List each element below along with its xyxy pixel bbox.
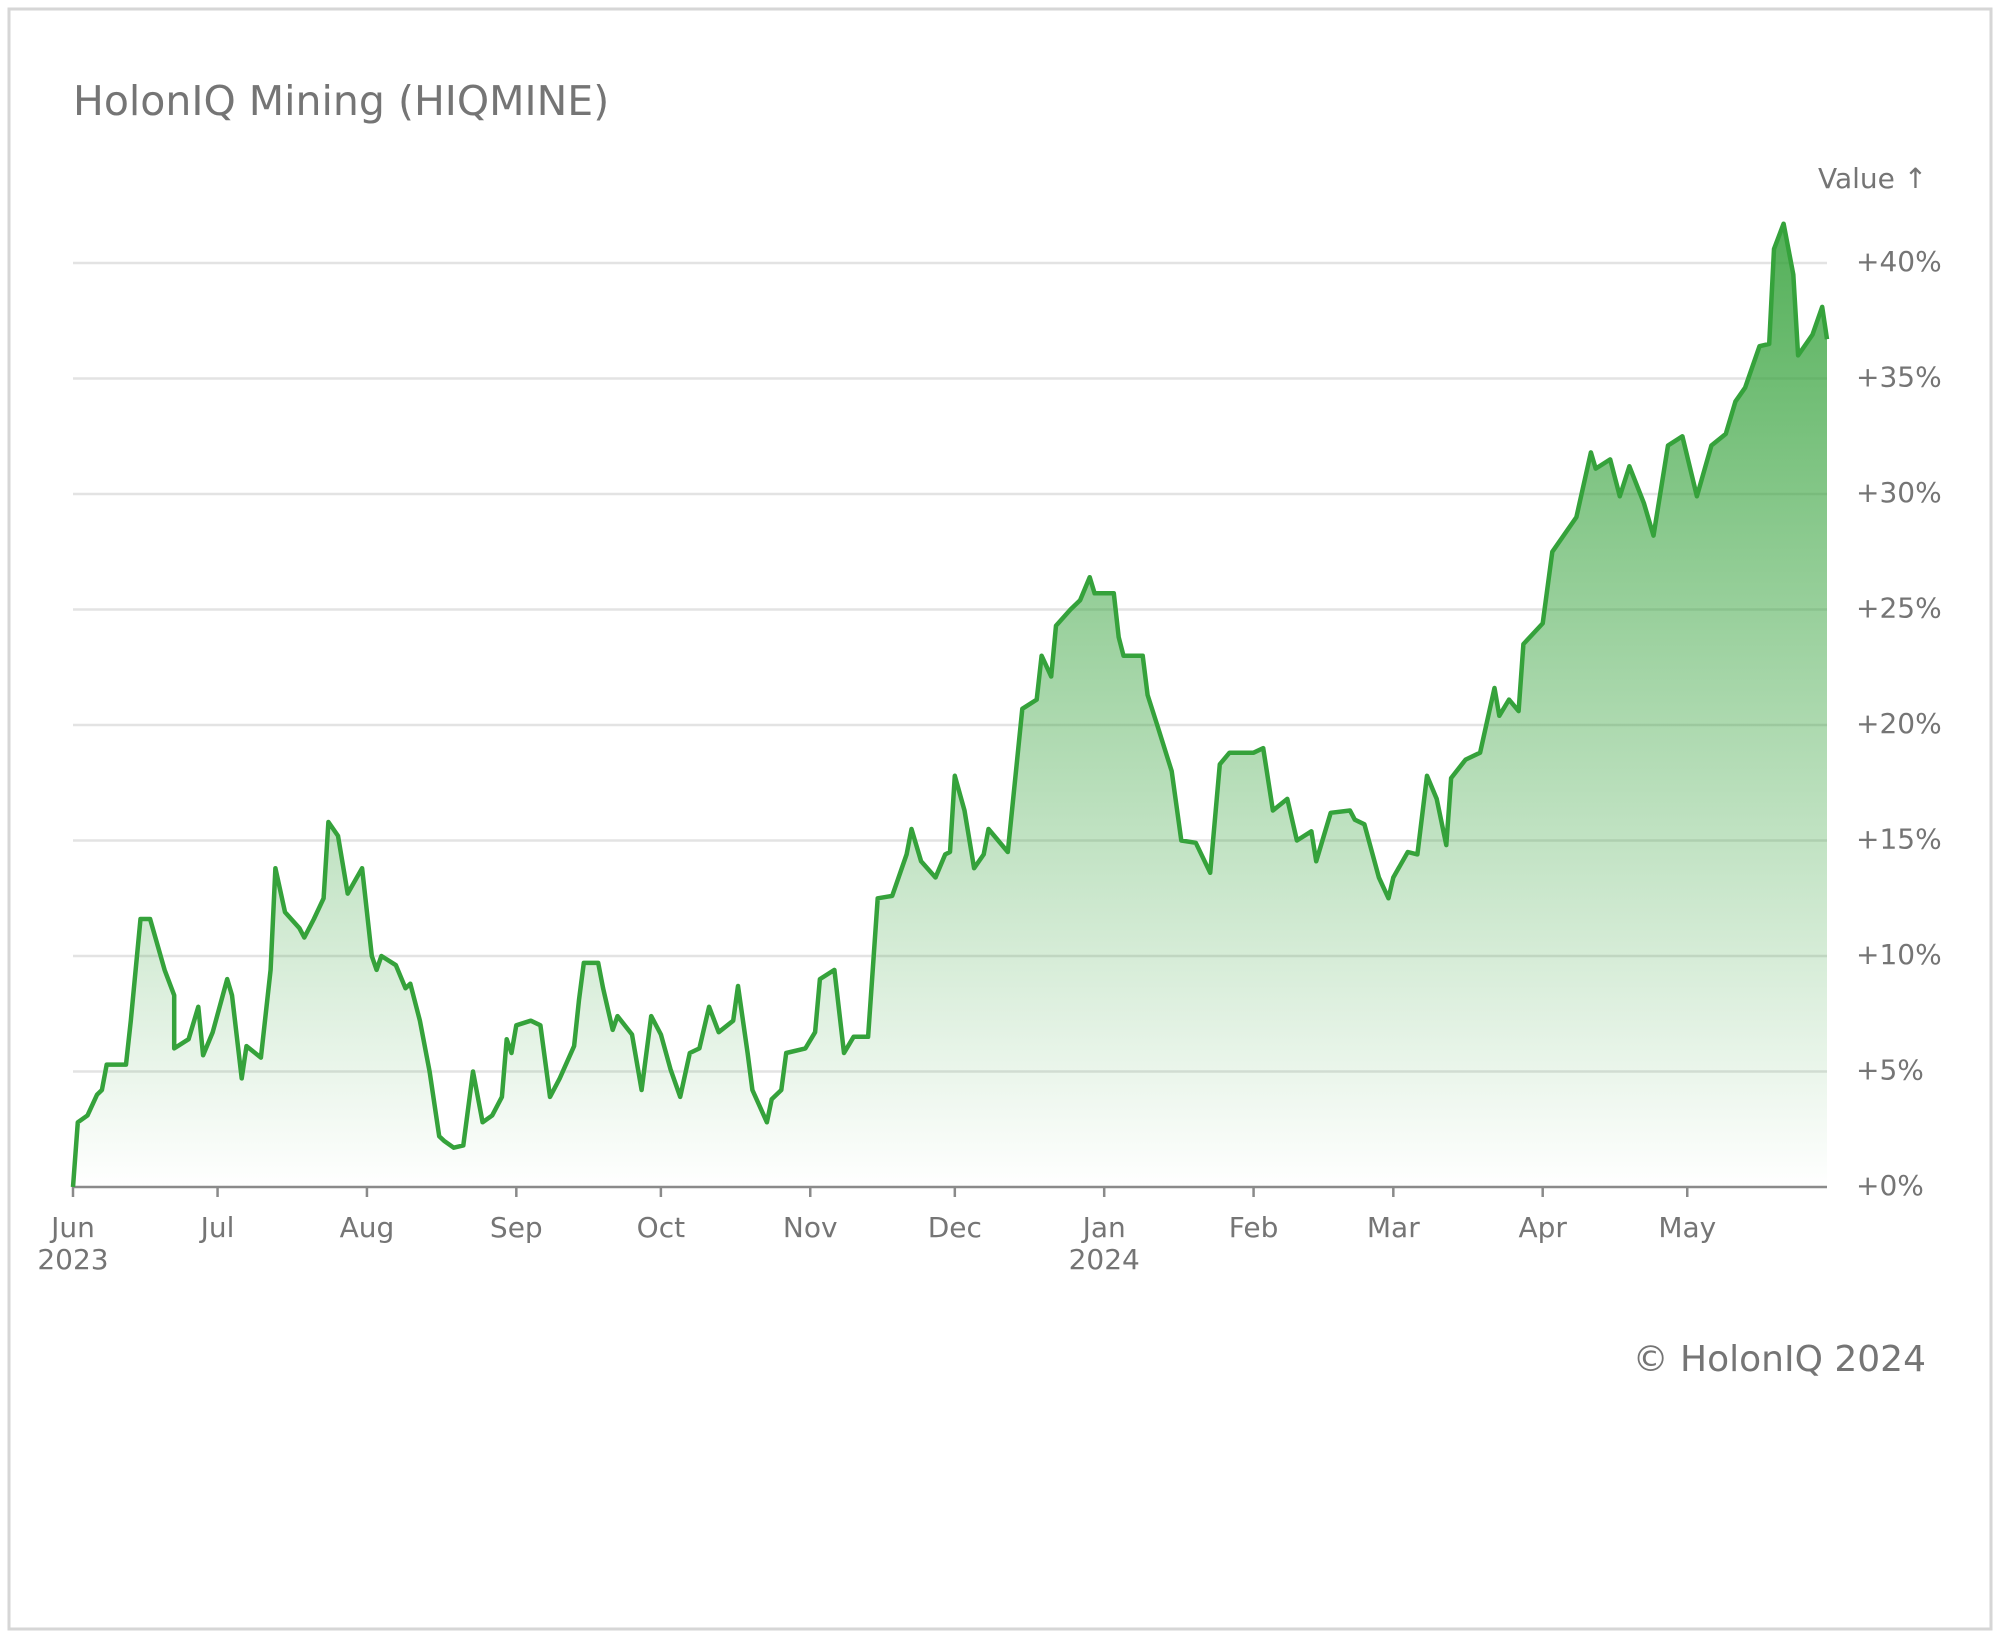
chart-title: HolonIQ Mining (HIQMINE) — [73, 77, 609, 125]
y-tick-label: +10% — [1856, 938, 1942, 971]
y-tick-label: +25% — [1856, 592, 1942, 625]
x-tick-label: Jan 2024 — [1069, 1211, 1140, 1276]
frame — [7, 7, 1993, 1631]
y-tick-label: +5% — [1856, 1054, 1924, 1087]
y-tick-label: +15% — [1856, 823, 1942, 856]
y-axis-label: Value ↑ — [1818, 162, 1927, 195]
area — [73, 223, 1827, 1187]
y-tick-label: +35% — [1856, 361, 1942, 394]
x-tick-label: Oct — [637, 1211, 685, 1244]
x-tick-label: Jun 2023 — [37, 1211, 108, 1276]
x-tick-label: Mar — [1367, 1211, 1420, 1244]
y-tick-label: +40% — [1856, 245, 1942, 278]
x-tick-label: Nov — [783, 1211, 838, 1244]
y-tick-label: +20% — [1856, 707, 1942, 740]
x-tick-label: Jul — [199, 1211, 235, 1244]
y-tick-label: +30% — [1856, 476, 1942, 509]
x-tick-label: Dec — [928, 1211, 982, 1244]
line — [70, 221, 1830, 1188]
x-tick-label: Feb — [1229, 1211, 1279, 1244]
y-tick-label: +0% — [1856, 1169, 1924, 1202]
x-tick-label: Aug — [340, 1211, 395, 1244]
x-tick-label: Apr — [1518, 1211, 1567, 1244]
x-tick-label: Sep — [490, 1211, 543, 1244]
x-tick-label: May — [1658, 1211, 1716, 1244]
footer: © HolonIQ 2024 — [1633, 1339, 1926, 1380]
